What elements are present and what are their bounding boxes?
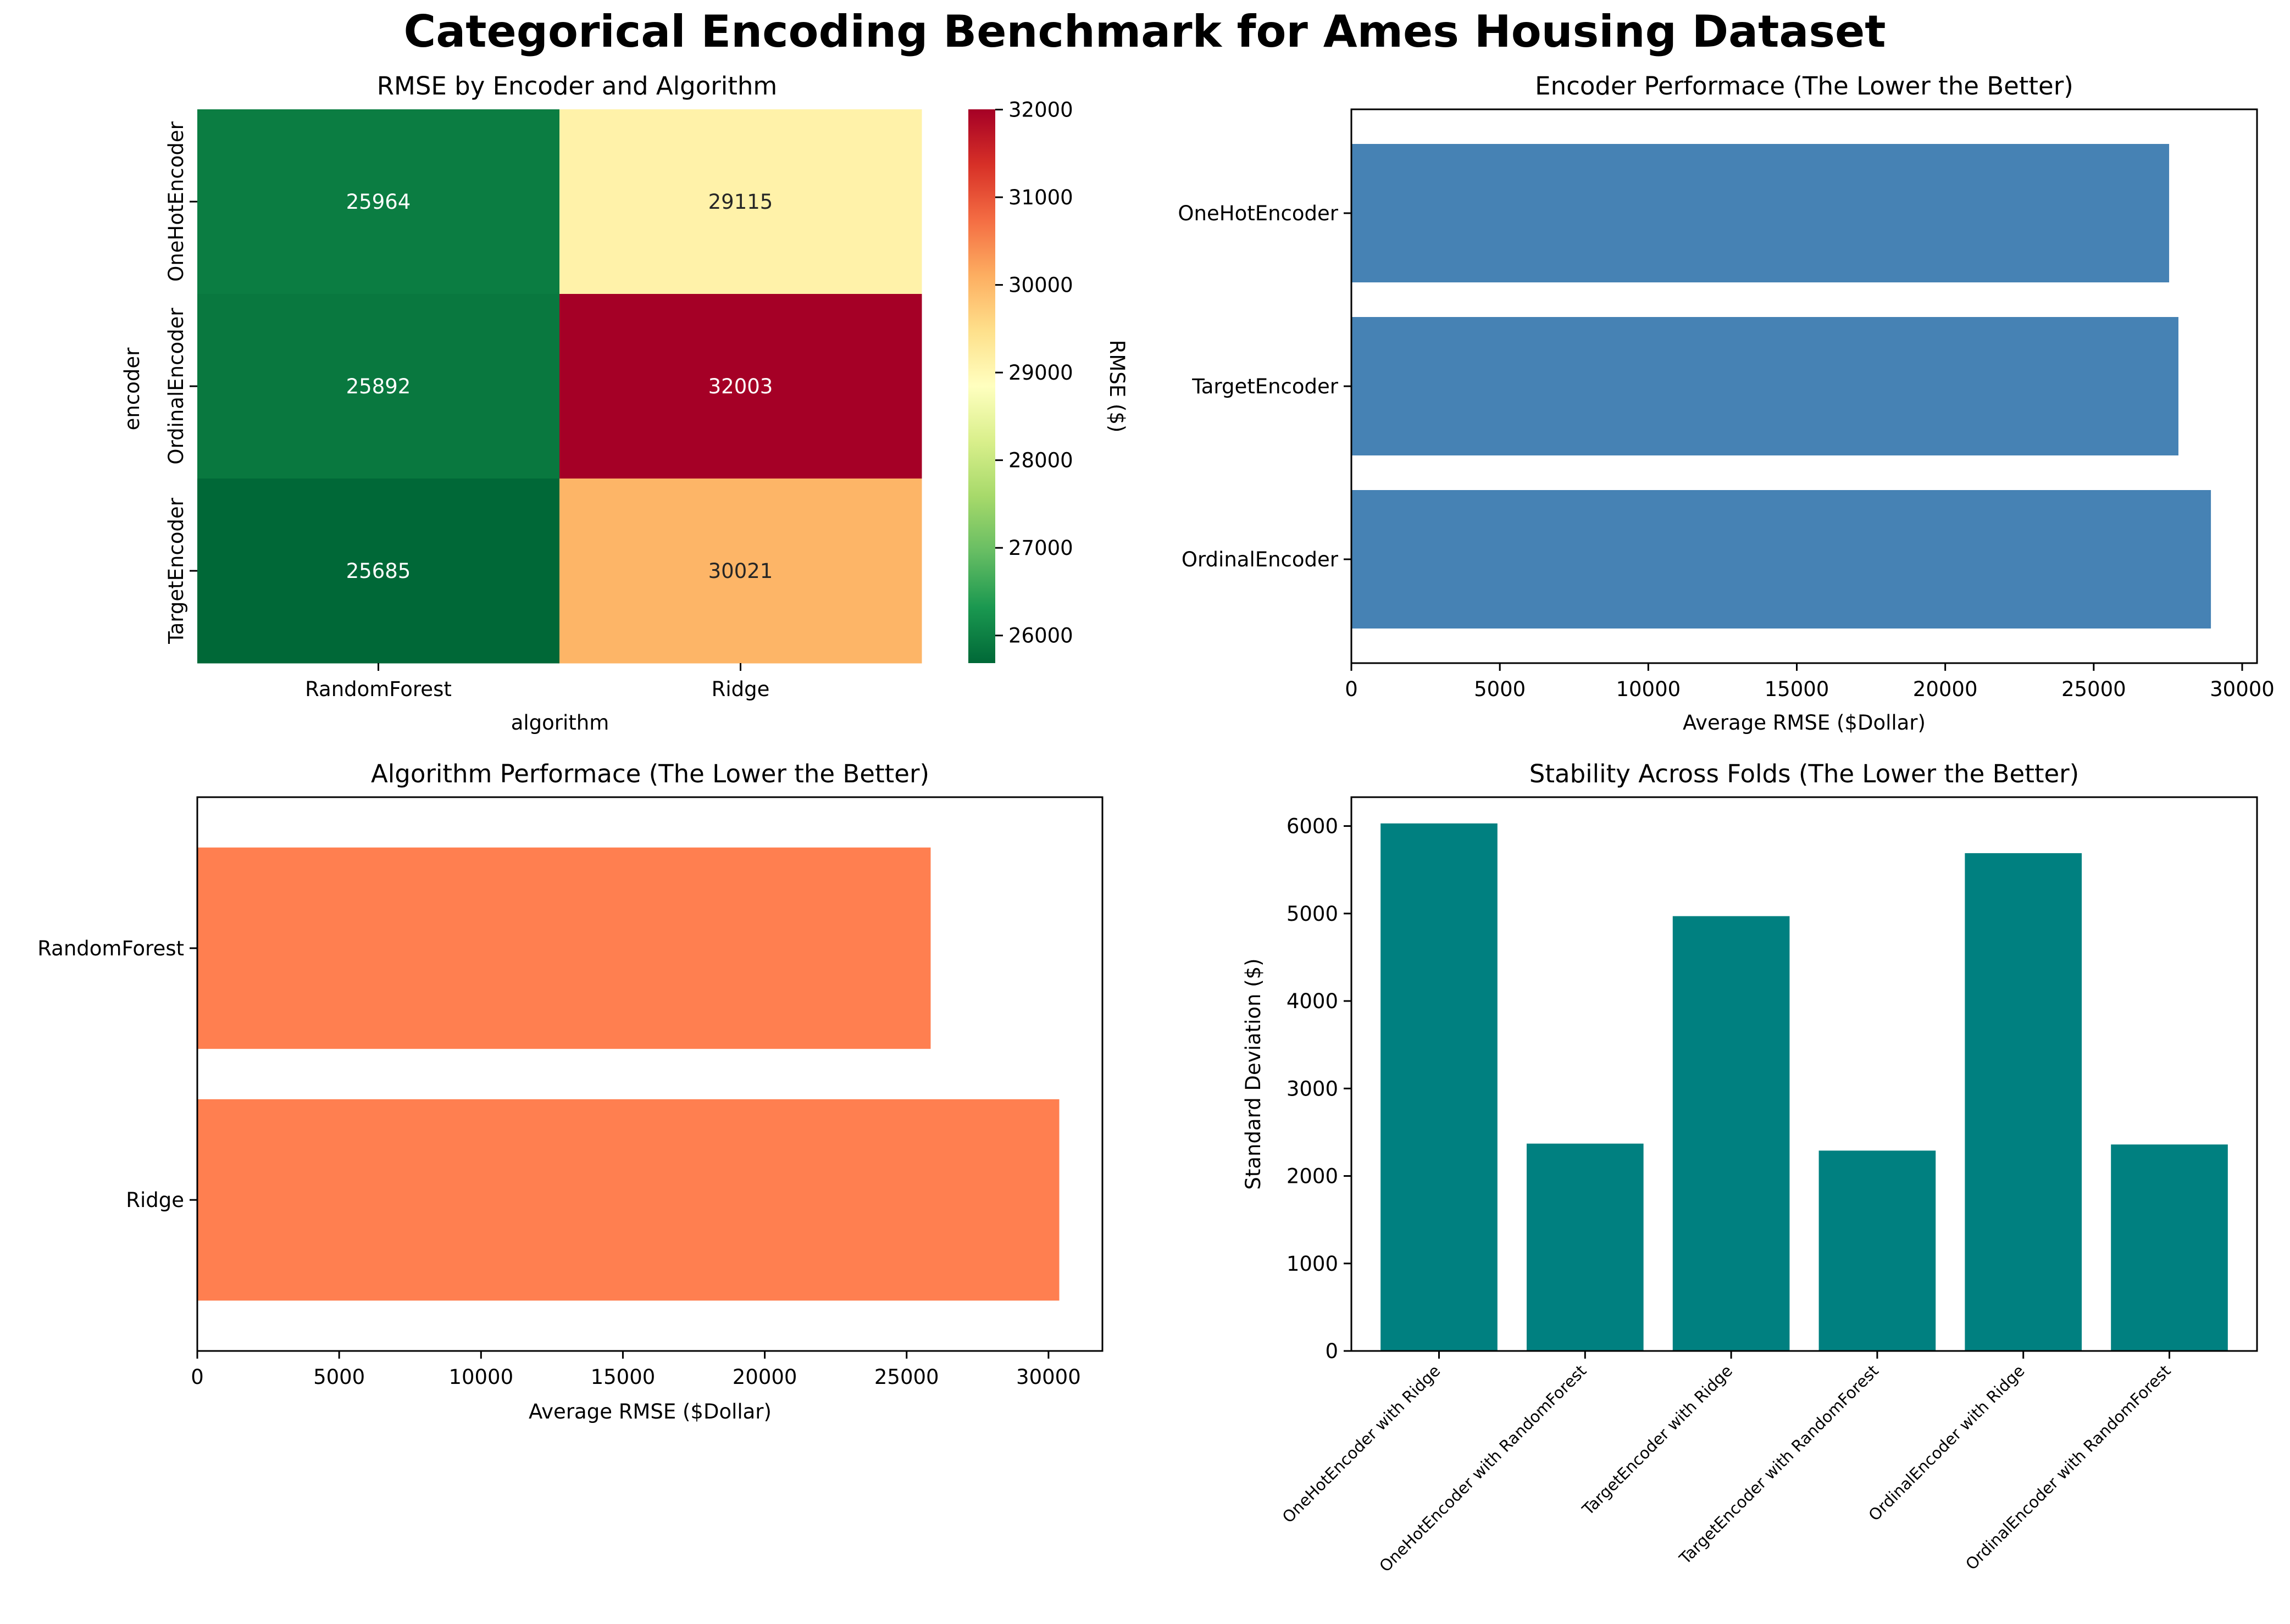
algorithm-performance-bars xyxy=(197,847,1060,1301)
algorithm-bar-y-tick-label: Ridge xyxy=(126,1188,184,1212)
algorithm-bar-x-tick-label: 0 xyxy=(191,1365,204,1389)
colorbar-tick-label: 28000 xyxy=(1008,449,1073,472)
encoder-bar-x-tick-label: 25000 xyxy=(2061,677,2126,701)
encoder-performance-ticks: OneHotEncoder TargetEncoder OrdinalEncoder… xyxy=(1178,202,2274,701)
heatmap-cell xyxy=(197,109,560,294)
algorithm-performance-ticks: RandomForest Ridge 0 5000 10000 15000 20000 250… xyxy=(37,937,1080,1389)
stability-bar xyxy=(2111,1144,2228,1351)
colorbar-tick-label: 26000 xyxy=(1008,624,1073,648)
encoder-performance-title: Encoder Performace (The Lower the Better… xyxy=(1535,71,2073,101)
heatmap-cell-label: 30021 xyxy=(708,559,773,583)
algorithm-bar-x-tick-label: 5000 xyxy=(313,1365,365,1389)
heatmap-cell xyxy=(197,294,560,479)
encoder-bar-x-tick-label: 10000 xyxy=(1616,677,1681,701)
encoder-bar-x-tick-label: 20000 xyxy=(1913,677,1978,701)
colorbar-tick-label: 30000 xyxy=(1008,274,1073,297)
stability-bar xyxy=(1380,823,1498,1351)
colorbar-tick-label: 29000 xyxy=(1008,361,1073,385)
encoder-bar-x-tick-label: 15000 xyxy=(1765,677,1829,701)
heatmap-cell xyxy=(559,294,922,479)
encoder-bar-y-tick-label: TargetEncoder xyxy=(1191,375,1339,398)
colorbar-tick-label: 32000 xyxy=(1008,98,1073,121)
algorithm-bar-x-tick-label: 30000 xyxy=(1016,1365,1081,1389)
heatmap-cell-label: 25892 xyxy=(346,375,411,398)
algorithm-performance-axes xyxy=(196,796,1104,1352)
stability-x-tick-label: TargetEncoder with Ridge xyxy=(1578,1361,1736,1519)
heatmap-x-tick-label: RandomForest xyxy=(305,677,452,701)
stability-y-tick-label: 5000 xyxy=(1287,902,1338,926)
stability-y-tick-label: 6000 xyxy=(1287,815,1338,838)
stability-y-tick-label: 3000 xyxy=(1287,1077,1338,1100)
heatmap-cells: 25964 29115 25892 32003 25685 30021 xyxy=(197,109,922,664)
colorbar-ticks: 26000 27000 28000 29000 30000 31000 32000 xyxy=(995,98,1073,648)
heatmap-panel: RMSE by Encoder and Algorithm 25964 29115… xyxy=(120,71,1129,735)
algorithm-bar-x-tick-label: 15000 xyxy=(591,1365,656,1389)
stability-y-axis-label: Standard Deviation ($) xyxy=(1241,958,1265,1189)
algorithm-bar xyxy=(197,1099,1060,1301)
stability-y-tick-label: 4000 xyxy=(1287,989,1338,1013)
heatmap-ticks: RandomForest Ridge OneHotEncoder OrdinalEnc… xyxy=(164,121,769,701)
colorbar xyxy=(968,109,995,663)
encoder-bar-x-tick-label: 30000 xyxy=(2210,677,2275,701)
encoder-bar xyxy=(1351,490,2211,629)
heatmap-y-tick-label: TargetEncoder xyxy=(164,497,188,644)
stability-bar xyxy=(1526,1143,1644,1351)
algorithm-bar-x-tick-label: 20000 xyxy=(733,1365,797,1389)
encoder-bar-y-tick-label: OneHotEncoder xyxy=(1178,202,1338,225)
stability-y-tick-label: 1000 xyxy=(1287,1252,1338,1276)
encoder-bar xyxy=(1351,317,2178,455)
encoder-performance-x-axis-label: Average RMSE ($Dollar) xyxy=(1683,711,1926,735)
heatmap-x-axis-label: algorithm xyxy=(511,711,609,735)
figure-title: Categorical Encoding Benchmark for Ames … xyxy=(404,6,1886,57)
stability-bar xyxy=(1818,1150,1936,1351)
algorithm-bar-x-tick-label: 25000 xyxy=(874,1365,939,1389)
stability-bars xyxy=(1380,823,2228,1351)
heatmap-title: RMSE by Encoder and Algorithm xyxy=(377,71,778,101)
stability-y-tick-label: 0 xyxy=(1325,1339,1338,1363)
colorbar-tick-label: 27000 xyxy=(1008,536,1073,560)
heatmap-y-axis-label: encoder xyxy=(120,347,144,430)
algorithm-bar xyxy=(197,847,931,1049)
encoder-bar xyxy=(1351,144,2170,282)
heatmap-cell xyxy=(197,479,560,664)
stability-bar xyxy=(1965,853,2082,1351)
heatmap-x-tick-label: Ridge xyxy=(712,677,770,701)
encoder-bar-x-tick-label: 0 xyxy=(1345,677,1358,701)
algorithm-performance-panel: Algorithm Performace (The Lower the Bett… xyxy=(37,759,1104,1423)
encoder-performance-axes xyxy=(1350,108,2258,664)
heatmap-cell-label: 25685 xyxy=(346,559,411,583)
encoder-performance-panel: Encoder Performace (The Lower the Better… xyxy=(1178,71,2274,735)
algorithm-performance-x-axis-label: Average RMSE ($Dollar) xyxy=(529,1400,772,1423)
colorbar-label: RMSE ($) xyxy=(1105,340,1129,433)
heatmap-cell-label: 25964 xyxy=(346,190,411,214)
stability-x-tick-label: OrdinalEncoder with Ridge xyxy=(1865,1361,2028,1525)
stability-title: Stability Across Folds (The Lower the Be… xyxy=(1529,759,2079,788)
encoder-bar-y-tick-label: OrdinalEncoder xyxy=(1182,548,1339,571)
stability-panel: Stability Across Folds (The Lower the Be… xyxy=(1241,759,2258,1576)
heatmap-cell xyxy=(559,109,922,294)
colorbar-tick-label: 31000 xyxy=(1008,186,1073,209)
stability-y-tick-label: 2000 xyxy=(1287,1165,1338,1188)
heatmap-y-tick-label: OneHotEncoder xyxy=(164,121,188,281)
algorithm-bar-x-tick-label: 10000 xyxy=(448,1365,513,1389)
stability-x-tick-label: OneHotEncoder with Ridge xyxy=(1279,1361,1444,1527)
encoder-bar-x-tick-label: 5000 xyxy=(1474,677,1526,701)
algorithm-bar-y-tick-label: RandomForest xyxy=(37,937,184,960)
stability-bar xyxy=(1672,916,1790,1351)
heatmap-cell-label: 32003 xyxy=(708,375,773,398)
heatmap-y-tick-label: OrdinalEncoder xyxy=(164,308,188,465)
heatmap-cell-label: 29115 xyxy=(708,190,773,214)
heatmap-cell xyxy=(559,479,922,664)
stability-axes xyxy=(1350,796,2258,1352)
algorithm-performance-title: Algorithm Performace (The Lower the Bett… xyxy=(371,759,929,788)
encoder-performance-bars xyxy=(1351,144,2211,629)
